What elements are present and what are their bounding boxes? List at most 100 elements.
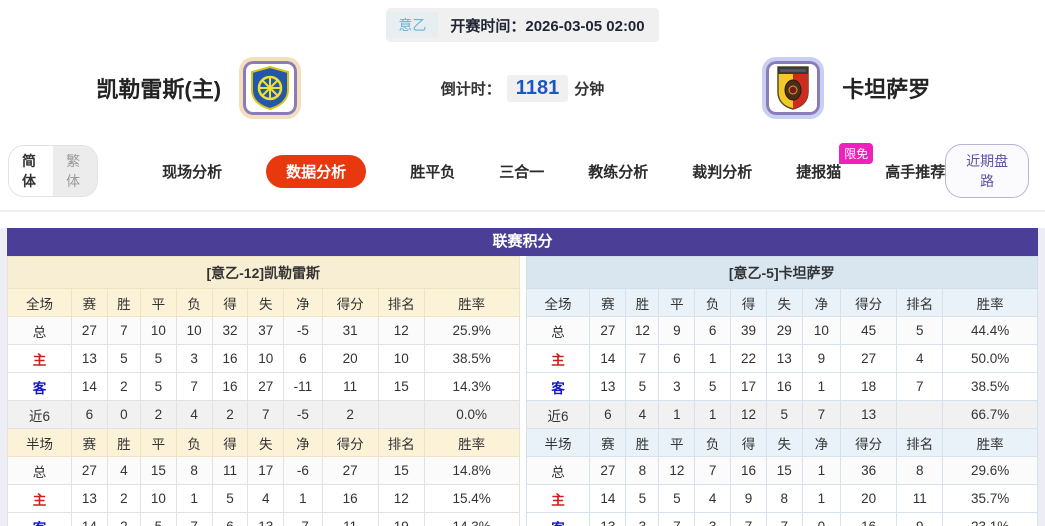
stat-cell: 3	[175, 344, 213, 373]
stat-cell: 15	[377, 372, 425, 401]
column-header: 胜	[106, 288, 141, 317]
stat-cell: 10	[139, 316, 177, 345]
stat-cell: 11	[896, 484, 944, 513]
stat-cell: 23.1%	[942, 512, 1038, 526]
nav-tab[interactable]: 数据分析	[266, 154, 367, 188]
stat-cell: 16	[730, 456, 767, 485]
home-crest-icon	[251, 66, 290, 110]
nav-tab[interactable]: 裁判分析	[692, 163, 753, 181]
stat-cell: -5	[283, 316, 323, 345]
nav-tab[interactable]: 捷报猫 限免	[796, 142, 874, 188]
stat-cell: 17	[247, 456, 285, 485]
column-header: 赛	[70, 288, 108, 317]
nav-tab[interactable]: 三合一	[499, 163, 545, 181]
stat-cell: 7	[175, 512, 213, 526]
stat-cell: 6	[658, 344, 696, 373]
stat-cell: 31	[321, 316, 379, 345]
stat-cell: 13	[70, 344, 108, 373]
column-header: 平	[658, 428, 696, 457]
stat-cell: 5	[765, 400, 803, 429]
stat-cell: 27	[840, 344, 898, 373]
nav-tab[interactable]: 教练分析	[588, 163, 649, 181]
stat-cell: 11	[211, 456, 249, 485]
stat-cell: 7	[801, 400, 842, 429]
stat-cell: 7	[175, 372, 213, 401]
column-header: 得分	[840, 288, 898, 317]
column-header: 胜率	[942, 428, 1038, 457]
column-header: 排名	[377, 428, 425, 457]
stat-cell: 44.4%	[942, 316, 1038, 345]
stat-cell: 15	[377, 456, 425, 485]
stat-cell: 6	[70, 400, 108, 429]
stat-cell: 12	[730, 400, 767, 429]
stat-cell: 5	[625, 484, 660, 513]
stat-cell: 22	[730, 344, 767, 373]
column-header: 排名	[377, 288, 425, 317]
stat-cell: 6	[589, 400, 627, 429]
stat-cell: 11	[321, 372, 379, 401]
away-crest-icon	[777, 66, 809, 110]
stat-cell: 20	[840, 484, 898, 513]
column-header: 净	[801, 428, 842, 457]
stat-cell: 12	[377, 484, 425, 513]
stat-cell: 1	[694, 400, 732, 429]
stat-cell: 6	[283, 344, 323, 373]
stat-cell: 7	[694, 456, 732, 485]
team-table-header: [意乙-12]凯勒雷斯	[7, 256, 520, 289]
stat-cell: 10	[139, 484, 177, 513]
recent-odds-button[interactable]: 近期盘路	[945, 144, 1029, 198]
nav-tab[interactable]: 高手推荐	[885, 163, 946, 181]
stat-cell: -6	[283, 456, 323, 485]
stat-cell: 3	[694, 512, 732, 526]
stat-cell: 2	[106, 512, 141, 526]
stat-cell: 45	[840, 316, 898, 345]
row-label: 客	[525, 372, 591, 401]
stat-cell: 14	[589, 484, 627, 513]
stat-cell: 29	[765, 316, 803, 345]
stat-cell: 1	[801, 456, 842, 485]
stat-cell: 8	[765, 484, 803, 513]
stat-cell: 27	[247, 372, 285, 401]
away-stats-table: [意乙-5]卡坦萨罗 全场赛胜平负得失净得分 排名 胜率总 27 12 9 6 39 29 10 45…	[525, 256, 1039, 526]
league-badge[interactable]: 意乙	[386, 12, 439, 38]
row-label: 客	[7, 372, 72, 401]
stat-cell: -5	[283, 400, 323, 429]
column-header: 得	[730, 288, 767, 317]
column-header: 平	[658, 288, 696, 317]
away-team-logo	[762, 57, 825, 119]
stat-cell: 7	[247, 400, 285, 429]
nav-tab[interactable]: 胜平负	[410, 163, 456, 181]
stat-cell: 5	[625, 372, 660, 401]
stat-cell: 38.5%	[423, 344, 520, 373]
column-header: 全场	[525, 288, 591, 317]
home-stats-table: [意乙-12]凯勒雷斯 全场赛胜平负得失净得分 排名 胜率总 27 7 10 10 32 37 -5…	[7, 256, 520, 526]
row-label: 主	[7, 344, 72, 373]
column-header: 得	[730, 428, 767, 457]
stat-cell: 13	[247, 512, 285, 526]
stat-cell: 14.8%	[423, 456, 520, 485]
stat-cell: 15	[139, 456, 177, 485]
stat-cell: 20	[321, 344, 379, 373]
stat-cell: 16	[211, 344, 249, 373]
stat-cell: -11	[283, 372, 323, 401]
stat-cell: 16	[211, 372, 249, 401]
stat-cell: 4	[694, 484, 732, 513]
stat-cell: 3	[625, 512, 660, 526]
column-header: 净	[283, 288, 323, 317]
stat-cell: 9	[801, 344, 842, 373]
stat-cell: 50.0%	[942, 344, 1038, 373]
lang-option-active[interactable]: 简体	[9, 146, 54, 196]
nav-tab[interactable]: 现场分析	[162, 163, 223, 181]
top-bar: 意乙 开赛时间：2026-03-05 02:00	[0, 0, 1045, 42]
stat-cell: 15	[765, 456, 803, 485]
column-header: 胜	[106, 428, 141, 457]
team-table-header: [意乙-5]卡坦萨罗	[525, 256, 1038, 289]
stat-cell: 11	[321, 512, 379, 526]
stat-cell: 13	[589, 372, 627, 401]
stat-cell: 16	[321, 484, 379, 513]
stat-cell: 13	[765, 344, 803, 373]
stat-cell: 16	[765, 372, 803, 401]
lang-option-inactive[interactable]: 繁体	[53, 146, 98, 196]
row-label: 主	[525, 484, 591, 513]
stat-cell: 4	[896, 344, 944, 373]
